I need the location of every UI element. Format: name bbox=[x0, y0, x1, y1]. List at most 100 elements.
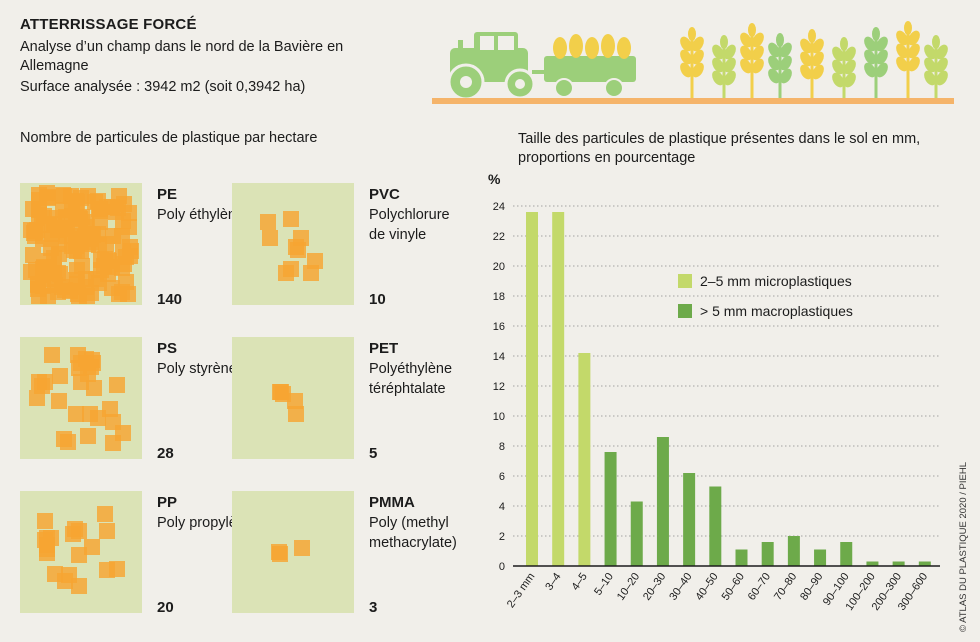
particle bbox=[90, 410, 106, 426]
particle bbox=[114, 284, 130, 300]
particle bbox=[62, 283, 78, 299]
plastic-code: PMMA bbox=[369, 494, 415, 511]
chart-title: Taille des particules de plastique prése… bbox=[518, 131, 921, 166]
particle bbox=[104, 259, 120, 275]
particle bbox=[51, 393, 67, 409]
particle bbox=[69, 243, 85, 259]
bar-macro bbox=[709, 486, 722, 566]
particle bbox=[293, 230, 309, 246]
legend-label-macro: > 5 mm macroplastiques bbox=[700, 303, 853, 319]
bar-macro bbox=[840, 542, 853, 566]
bar-macro bbox=[683, 473, 696, 566]
analysed-area: Surface analysée : 3942 m2 (soit 0,3942 … bbox=[20, 79, 306, 95]
particle-square-pvc bbox=[232, 183, 354, 305]
particle bbox=[283, 211, 299, 227]
particle bbox=[57, 220, 73, 236]
y-tick-label: 2 bbox=[499, 531, 505, 543]
plastic-code: PVC bbox=[369, 186, 400, 203]
x-tick-label: 2–3 mm bbox=[505, 571, 538, 610]
particle bbox=[31, 207, 47, 223]
plastic-count: 5 bbox=[369, 445, 378, 462]
plastic-count: 3 bbox=[369, 599, 378, 616]
particle-square-pet bbox=[232, 337, 354, 459]
bar-macro bbox=[787, 536, 800, 566]
particle-square-ps bbox=[20, 337, 142, 459]
plastic-name: Poly styrène bbox=[157, 361, 237, 377]
particle bbox=[287, 393, 303, 409]
plastic-name: Poly (methyl methacrylate) bbox=[369, 515, 457, 551]
y-tick-label: 0 bbox=[499, 561, 505, 573]
particle bbox=[283, 261, 299, 277]
y-tick-label: 18 bbox=[493, 291, 505, 303]
plastic-count: 140 bbox=[157, 291, 183, 308]
legend-label-micro: 2–5 mm microplastiques bbox=[700, 273, 852, 289]
particle bbox=[78, 214, 94, 230]
particle-square-pe bbox=[20, 183, 142, 305]
particle bbox=[288, 406, 304, 422]
bar-macro bbox=[656, 437, 669, 566]
plastic-name: Polychlorure de vinyle bbox=[369, 207, 450, 243]
plastic-code: PS bbox=[157, 340, 178, 357]
bar-micro bbox=[526, 212, 538, 566]
plastic-name: Poly propylène bbox=[157, 515, 253, 531]
particle bbox=[51, 246, 67, 262]
y-tick-label: 24 bbox=[493, 201, 505, 213]
bar-macro bbox=[918, 561, 931, 566]
y-tick-label: 14 bbox=[493, 351, 505, 363]
bar-macro bbox=[604, 452, 617, 566]
y-tick-label: 22 bbox=[493, 231, 505, 243]
legend-swatch-macro bbox=[678, 304, 692, 318]
particle bbox=[99, 562, 115, 578]
particle bbox=[83, 359, 99, 375]
plastic-count: 28 bbox=[157, 445, 174, 462]
particle bbox=[80, 428, 96, 444]
bar-macro bbox=[735, 549, 748, 566]
tractor-icon bbox=[447, 32, 636, 101]
credit: © ATLAS DU PLASTIQUE 2020 / PIEHL bbox=[958, 462, 969, 632]
plastic-code: PE bbox=[157, 186, 178, 203]
bar-macro bbox=[761, 542, 774, 566]
particle bbox=[74, 258, 90, 274]
particle bbox=[56, 431, 72, 447]
particle bbox=[105, 414, 121, 430]
particle bbox=[262, 230, 278, 246]
particle bbox=[260, 214, 276, 230]
particle bbox=[65, 526, 81, 542]
particle bbox=[102, 401, 118, 417]
particle-square-pmma bbox=[232, 491, 354, 613]
particle bbox=[294, 540, 310, 556]
legend-swatch-micro bbox=[678, 274, 692, 288]
x-tick-label: 5–10 bbox=[592, 571, 616, 598]
x-tick-label: 80–90 bbox=[798, 571, 825, 603]
y-tick-label: 20 bbox=[493, 261, 505, 273]
plastic-name: Polyéthylène téréphtalate bbox=[369, 361, 453, 397]
particle bbox=[44, 347, 60, 363]
x-tick-label: 3–4 bbox=[543, 571, 563, 593]
particle bbox=[109, 377, 125, 393]
particle bbox=[37, 513, 53, 529]
particle-square-pp bbox=[20, 491, 142, 613]
bar-macro bbox=[630, 501, 643, 566]
particle bbox=[31, 374, 47, 390]
particle bbox=[84, 226, 100, 242]
particle bbox=[97, 506, 113, 522]
particle bbox=[273, 384, 289, 400]
x-tick-label: 50–60 bbox=[720, 571, 747, 603]
y-tick-label: 4 bbox=[499, 501, 505, 513]
particle bbox=[111, 188, 127, 204]
particle bbox=[92, 203, 108, 219]
particle bbox=[36, 259, 52, 275]
particle bbox=[84, 539, 100, 555]
particle bbox=[303, 265, 319, 281]
y-tick-label: 6 bbox=[499, 471, 505, 483]
particle bbox=[39, 541, 55, 557]
left-heading: Nombre de particules de plastique par he… bbox=[20, 130, 318, 146]
y-tick-label: 12 bbox=[493, 381, 505, 393]
x-tick-label: 20–30 bbox=[641, 571, 668, 603]
plastic-code: PET bbox=[369, 340, 399, 357]
plastic-code: PP bbox=[157, 494, 178, 511]
particle bbox=[35, 278, 51, 294]
particle bbox=[83, 285, 99, 301]
particle bbox=[26, 225, 42, 241]
particle bbox=[86, 380, 102, 396]
